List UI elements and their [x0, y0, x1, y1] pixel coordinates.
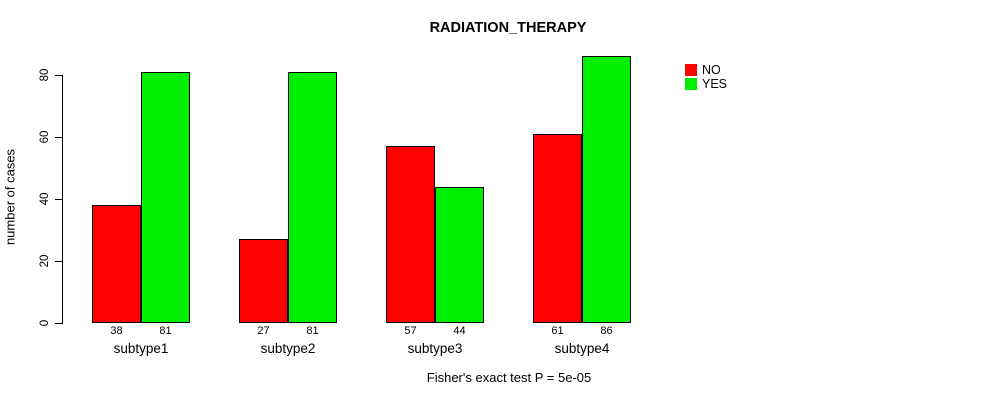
bar-no-subtype1 — [92, 205, 141, 323]
bar-yes-subtype4 — [582, 56, 631, 323]
y-tick-label: 80 — [39, 68, 51, 82]
y-tick-label: 0 — [39, 319, 51, 327]
bar-value-label: 81 — [159, 325, 172, 337]
legend-swatch-yes — [685, 77, 697, 90]
category-label-subtype2: subtype2 — [260, 341, 316, 356]
legend-row-no: NO — [685, 62, 727, 77]
bar-yes-subtype1 — [141, 71, 190, 323]
category-label-subtype4: subtype4 — [554, 341, 610, 356]
chart-title: RADIATION_THERAPY — [429, 20, 587, 36]
legend-swatch-no — [685, 63, 697, 76]
bar-value-label: 44 — [453, 325, 466, 337]
bar-no-subtype4 — [533, 133, 582, 323]
legend-label: NO — [702, 62, 721, 77]
legend-label: YES — [702, 76, 728, 91]
bar-value-label: 38 — [110, 325, 123, 337]
y-tick — [55, 137, 62, 138]
legend-row-yes: YES — [685, 76, 728, 91]
bar-no-subtype3 — [386, 146, 435, 323]
bar-value-label: 86 — [600, 325, 613, 337]
y-tick — [55, 75, 62, 76]
y-tick — [55, 323, 62, 324]
bar-no-subtype2 — [239, 239, 288, 323]
y-tick-label: 40 — [39, 192, 51, 206]
y-tick — [55, 199, 62, 200]
fisher-test-caption: Fisher's exact test P = 5e-05 — [426, 370, 592, 385]
y-tick-label: 60 — [39, 130, 51, 144]
y-tick — [55, 261, 62, 262]
y-axis-line — [62, 75, 63, 324]
y-axis-label: number of cases — [2, 148, 18, 246]
bar-value-label: 61 — [551, 325, 564, 337]
bar-value-label: 81 — [306, 325, 319, 337]
bar-yes-subtype2 — [288, 71, 337, 323]
legend: NO YES — [685, 63, 727, 91]
y-tick-label: 20 — [39, 254, 51, 268]
bar-yes-subtype3 — [435, 186, 484, 323]
category-label-subtype3: subtype3 — [407, 341, 463, 356]
bar-value-label: 57 — [404, 325, 417, 337]
bar-value-label: 27 — [257, 325, 270, 337]
category-label-subtype1: subtype1 — [113, 341, 169, 356]
